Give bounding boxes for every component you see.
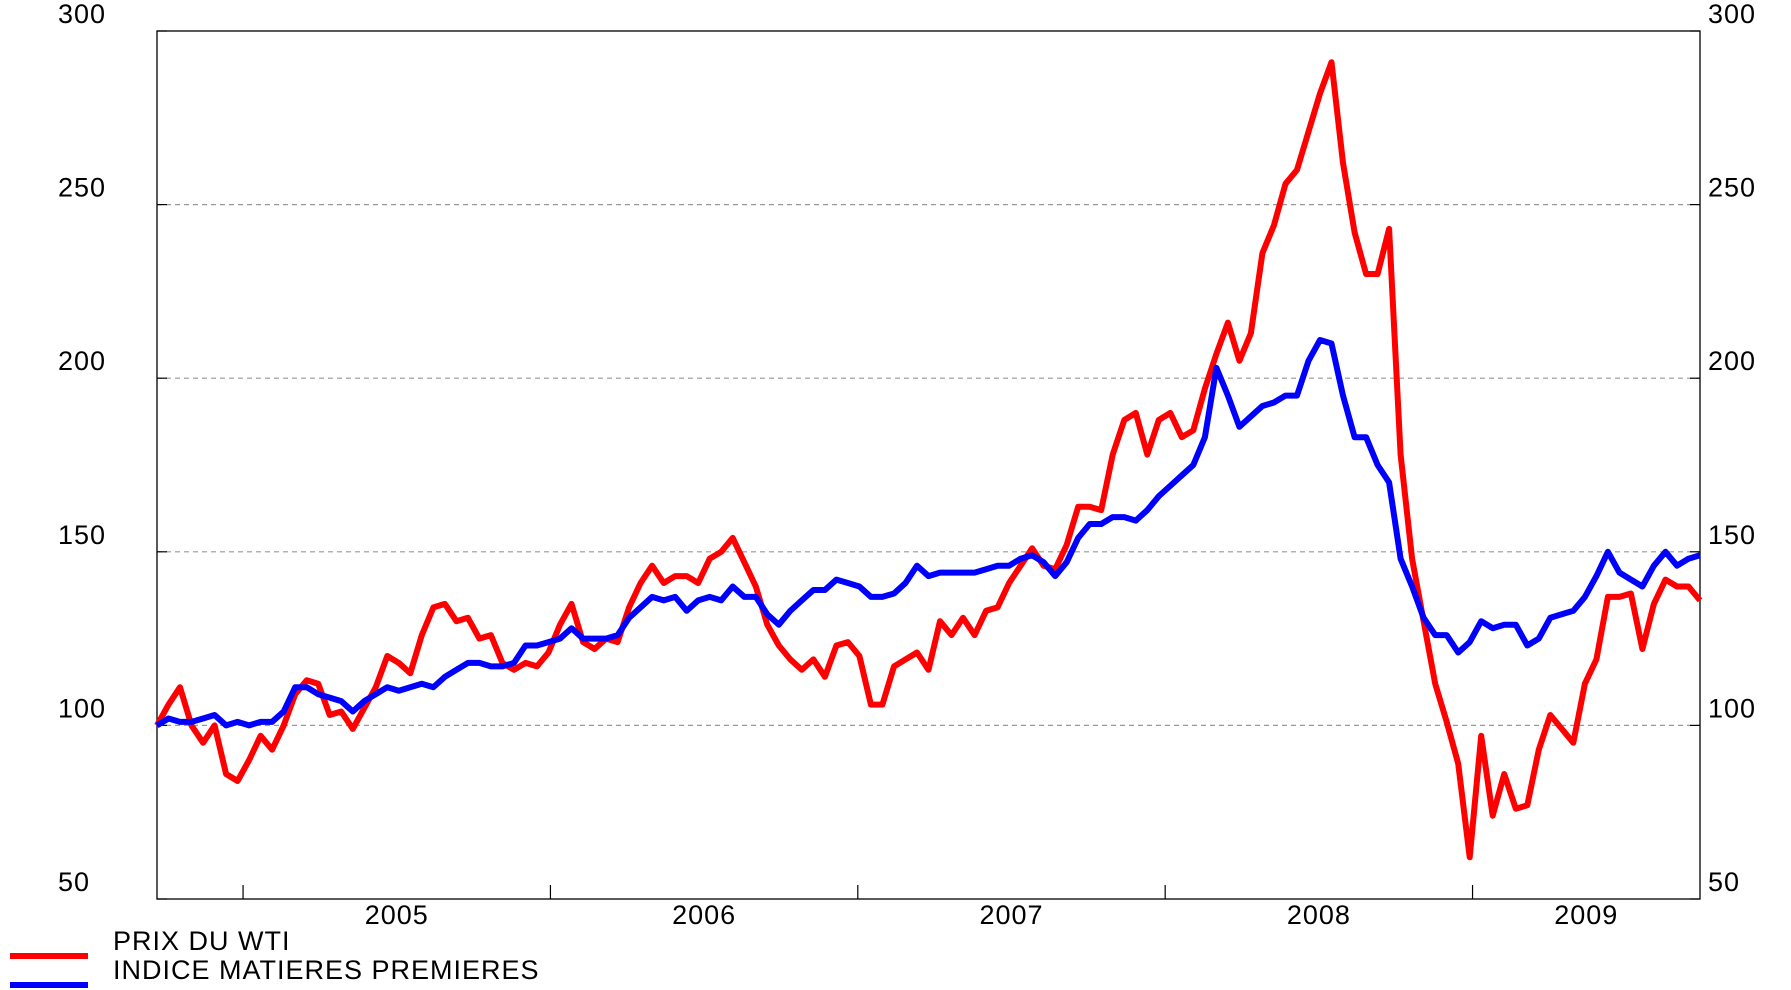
y-tick-label: 250 — [58, 173, 106, 203]
legend-label: INDICE MATIERES PREMIERES — [113, 955, 540, 985]
y2-tick-label: 150 — [1708, 520, 1756, 550]
y-tick-label: 200 — [58, 346, 106, 376]
y2-tick-label: 300 — [1708, 0, 1756, 29]
y-tick-label: 300 — [58, 0, 106, 29]
x-tick-label: 2008 — [1287, 900, 1351, 930]
y2-tick-label: 200 — [1708, 346, 1756, 376]
y-tick-label: 50 — [58, 867, 90, 897]
y-tick-label: 100 — [58, 693, 106, 723]
legend-label: PRIX DU WTI — [113, 926, 291, 956]
x-tick-label: 2007 — [979, 900, 1043, 930]
data-line — [155, 337, 1701, 729]
y2-tick-label: 100 — [1708, 693, 1756, 723]
x-tick-label: 2006 — [672, 900, 736, 930]
data-line — [154, 59, 1703, 861]
x-tick-label: 2009 — [1554, 900, 1618, 930]
x-tick-label: 2005 — [365, 900, 429, 930]
plot-frame — [156, 30, 1701, 900]
y2-tick-label: 50 — [1708, 867, 1740, 897]
y-tick-label: 150 — [58, 520, 106, 550]
y2-tick-label: 250 — [1708, 173, 1756, 203]
